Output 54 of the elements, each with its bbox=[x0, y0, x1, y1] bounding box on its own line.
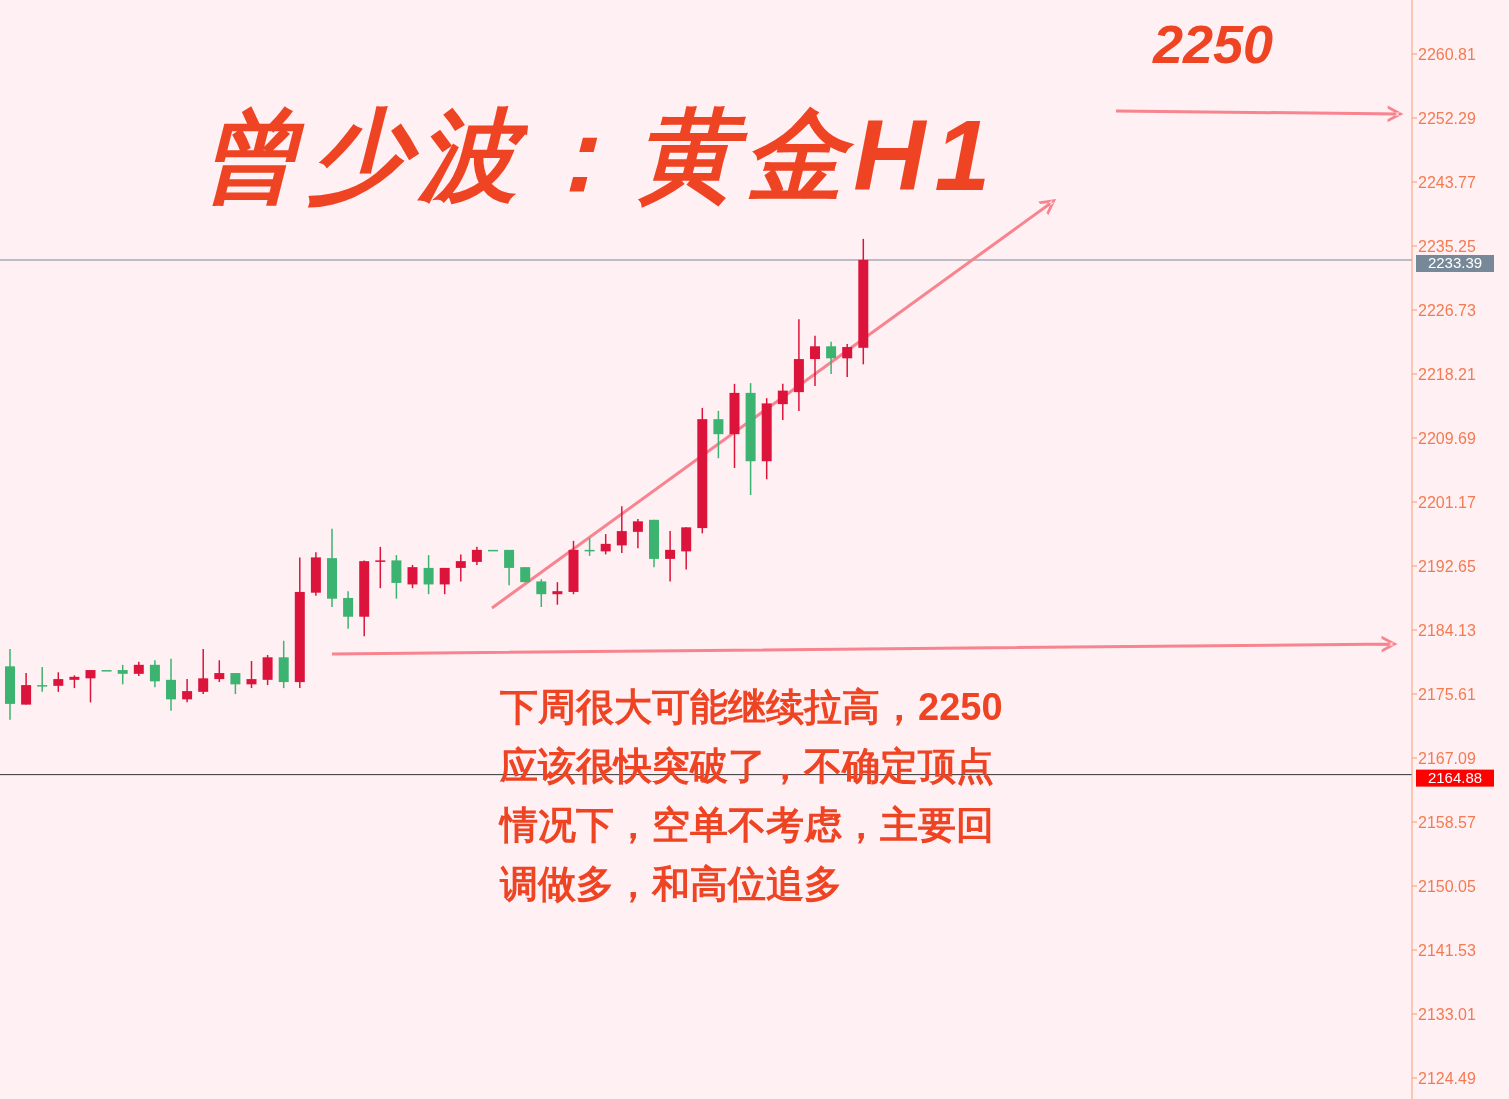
y-tick-label: 2201.17 bbox=[1418, 493, 1476, 511]
candlestick bbox=[149, 659, 160, 689]
candlestick bbox=[85, 669, 96, 704]
candlestick bbox=[826, 341, 837, 375]
candlestick bbox=[407, 564, 418, 589]
candlestick bbox=[166, 658, 176, 712]
candlestick bbox=[471, 546, 482, 566]
candlestick bbox=[391, 554, 402, 600]
y-tick-label: 2158.57 bbox=[1418, 813, 1476, 831]
y-tick-label: 2218.21 bbox=[1418, 365, 1476, 383]
candlestick bbox=[246, 660, 257, 689]
candlestick bbox=[552, 581, 563, 606]
y-tick-label: 2243.77 bbox=[1418, 173, 1476, 191]
y-tick-label: 2226.73 bbox=[1418, 301, 1476, 319]
candlestick bbox=[455, 553, 466, 583]
candlestick bbox=[665, 530, 676, 583]
candlestick bbox=[632, 518, 643, 550]
y-tick-label: 2235.25 bbox=[1418, 237, 1476, 255]
y-tick-label: 2184.13 bbox=[1418, 621, 1476, 639]
candlestick bbox=[713, 410, 724, 459]
candlestick bbox=[600, 533, 611, 556]
candlestick bbox=[777, 383, 788, 421]
y-tick-label: 2252.29 bbox=[1418, 109, 1476, 127]
candlestick bbox=[504, 549, 515, 586]
annotation: 2250 bbox=[1152, 14, 1274, 74]
candlestick bbox=[21, 672, 32, 706]
y-tick-label: 2150.05 bbox=[1418, 877, 1476, 895]
y-tick-label: 2141.53 bbox=[1418, 941, 1476, 959]
candlestick bbox=[230, 672, 241, 695]
candlestick bbox=[536, 578, 547, 608]
y-tick-label: 2124.49 bbox=[1418, 1069, 1476, 1087]
candlestick bbox=[182, 678, 193, 704]
candlestick bbox=[423, 554, 434, 595]
text: 曾少波：黄金H1 bbox=[200, 99, 990, 211]
candlestick bbox=[842, 343, 853, 378]
y-tick-label: 2133.01 bbox=[1418, 1005, 1476, 1023]
y-tick-label: 2167.09 bbox=[1418, 749, 1476, 767]
candlestick bbox=[198, 648, 209, 695]
candlestick bbox=[616, 505, 627, 554]
candlestick bbox=[375, 546, 386, 589]
candlestick bbox=[343, 590, 354, 630]
candlestick bbox=[439, 567, 450, 595]
y-tick-label: 2209.69 bbox=[1418, 429, 1476, 447]
candlestick bbox=[810, 335, 820, 387]
candlestick bbox=[117, 664, 128, 686]
y-tick-label: 2192.65 bbox=[1418, 557, 1476, 575]
candlestick bbox=[262, 654, 273, 686]
y-tick-label: 2260.81 bbox=[1418, 45, 1476, 63]
candlestick bbox=[214, 659, 225, 683]
candlestick bbox=[53, 671, 64, 693]
ref-line-label: 2164.88 bbox=[1427, 768, 1483, 786]
candlestick bbox=[37, 666, 48, 693]
ref-line-label: 2233.39 bbox=[1427, 254, 1483, 272]
y-tick-label: 2175.61 bbox=[1418, 685, 1476, 703]
